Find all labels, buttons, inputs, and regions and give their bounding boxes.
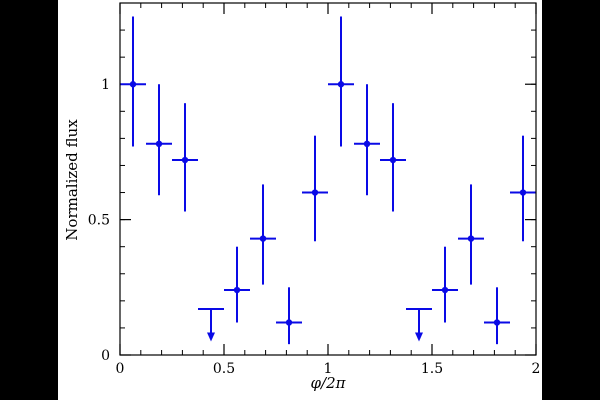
y-tick-label: 0 (101, 348, 110, 364)
data-point (354, 84, 380, 196)
upper-limit-point (198, 307, 224, 342)
data-point (510, 135, 536, 242)
upper-limit-arrow-head (415, 332, 423, 342)
y-axis-label: Normalized flux (63, 119, 81, 241)
data-point (328, 16, 354, 147)
point-marker (181, 156, 189, 164)
x-tick-labels: 0 0.5 1 1.5 2 (116, 361, 541, 377)
plot-frame (119, 2, 537, 356)
point-marker (519, 189, 527, 196)
data-point (484, 287, 510, 345)
data-point (146, 84, 172, 196)
point-marker (259, 235, 267, 242)
data-points (120, 16, 536, 345)
point-marker (285, 319, 293, 326)
point-marker (441, 286, 449, 294)
point-marker (337, 81, 345, 88)
point-marker (311, 189, 319, 196)
y-tick-label: 1 (101, 77, 110, 93)
data-point (250, 184, 276, 285)
y-tick-label: 0.5 (88, 213, 110, 229)
data-point (380, 103, 406, 212)
data-point (120, 16, 146, 147)
data-point (224, 246, 250, 323)
point-marker (129, 81, 137, 88)
data-point (432, 246, 458, 323)
point-marker (493, 319, 501, 326)
upper-limit-arrow-head (207, 332, 215, 342)
data-point (458, 184, 484, 285)
x-axis-label: φ/2π (311, 374, 347, 392)
point-marker (155, 140, 163, 147)
point-marker (363, 140, 371, 147)
data-point (276, 287, 302, 345)
upper-limit-point (406, 307, 432, 342)
point-marker (467, 235, 475, 242)
figure-background (58, 0, 542, 400)
x-tick-label: 0 (116, 361, 125, 377)
point-marker (233, 286, 241, 294)
data-point (172, 103, 198, 212)
data-point (302, 135, 328, 242)
x-tick-label: 2 (532, 361, 541, 377)
x-tick-label: 0.5 (213, 361, 235, 377)
x-tick-label: 1.5 (421, 361, 443, 377)
point-marker (389, 156, 397, 164)
y-tick-labels: 00.51 (88, 77, 110, 364)
x-tick-label: 1 (324, 361, 333, 377)
